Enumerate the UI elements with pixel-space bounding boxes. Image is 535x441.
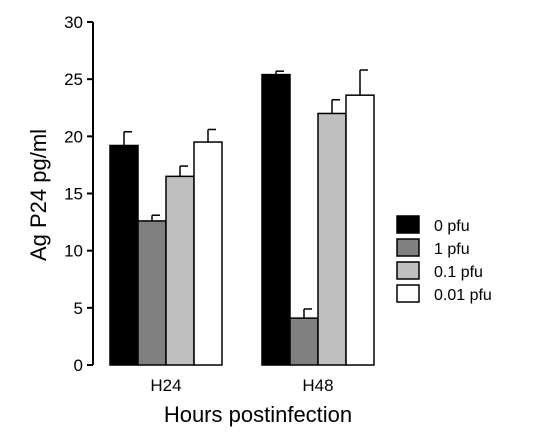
- y-axis-title: Ag P24 pg/ml: [26, 129, 51, 261]
- bar: [289, 317, 319, 366]
- legend-swatch: [396, 261, 420, 280]
- y-tick-label: 25: [64, 70, 83, 89]
- y-tick-label: 20: [64, 127, 83, 146]
- bar: [109, 144, 139, 366]
- x-tick-label: H24: [150, 376, 181, 395]
- legend-swatch: [396, 284, 420, 303]
- x-axis-title: Hours postinfection: [164, 402, 352, 427]
- bar: [345, 94, 375, 366]
- bars-group: [109, 73, 375, 366]
- y-tick-label: 5: [74, 299, 83, 318]
- legend-label: 0.01 pfu: [434, 287, 492, 304]
- y-tick-label: 0: [74, 356, 83, 375]
- bar: [261, 73, 291, 366]
- y-tick-label: 10: [64, 242, 83, 261]
- bar: [137, 220, 167, 366]
- bar: [317, 112, 347, 366]
- y-ticks-group: 0 5 10 15 20 25 30: [64, 13, 93, 375]
- legend: 0 pfu 1 pfu 0.1 pfu 0.01 pfu: [396, 215, 492, 304]
- legend-label: 0.1 pfu: [434, 264, 483, 281]
- y-tick-label: 15: [64, 185, 83, 204]
- x-ticks-group: H24 H48: [150, 376, 333, 395]
- legend-swatch: [396, 215, 420, 234]
- bar: [193, 141, 223, 366]
- error-bars-group: [123, 69, 368, 319]
- legend-swatch: [396, 238, 420, 257]
- y-tick-label: 30: [64, 13, 83, 32]
- x-tick-label: H48: [302, 376, 333, 395]
- legend-label: 0 pfu: [434, 218, 470, 235]
- bar: [165, 175, 195, 366]
- legend-label: 1 pfu: [434, 241, 470, 258]
